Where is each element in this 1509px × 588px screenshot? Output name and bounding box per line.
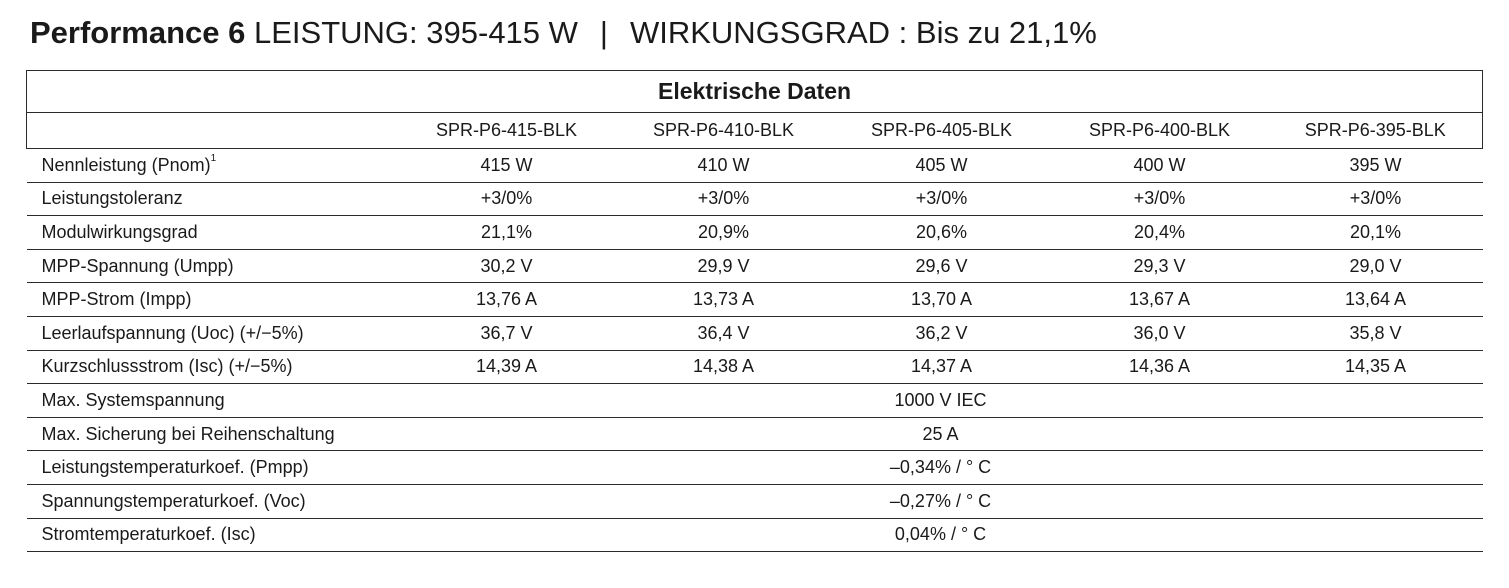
row-label: Stromtemperaturkoef. (Isc) — [26, 517, 399, 553]
electrical-data-table: Elektrische Daten SPR-P6-415-BLK SPR-P6-… — [25, 70, 1484, 553]
table-cell-shared: –0,27% / ° C — [398, 483, 1483, 519]
table-cell: 410 W — [614, 148, 833, 183]
table-cell: 20,9% — [614, 215, 833, 250]
table-row: Leerlaufspannung (Uoc) (+/−5%) 36,7 V 36… — [26, 315, 1483, 351]
table-cell: 13,70 A — [832, 282, 1051, 317]
table-row: Max. Systemspannung 1000 V IEC — [26, 383, 1483, 418]
row-label: Leistungstemperaturkoef. (Pmpp) — [26, 450, 399, 485]
table-cell: 415 W — [398, 148, 615, 183]
table-cell: +3/0% — [832, 181, 1051, 217]
table-cell-shared: 1000 V IEC — [398, 383, 1483, 418]
table-cell: 20,1% — [1268, 215, 1483, 250]
table-row: MPP-Strom (Impp) 13,76 A 13,73 A 13,70 A… — [26, 282, 1483, 317]
table-row: Nennleistung (Pnom)1 415 W 410 W 405 W 4… — [26, 148, 1483, 183]
column-header: SPR-P6-415-BLK — [398, 112, 615, 149]
table-cell: 14,39 A — [398, 349, 615, 385]
table-cell: 13,76 A — [398, 282, 615, 317]
table-row: Leistungstoleranz +3/0% +3/0% +3/0% +3/0… — [26, 181, 1483, 217]
header-empty-cell — [26, 112, 399, 149]
row-label: Kurzschlussstrom (Isc) (+/−5%) — [26, 349, 399, 385]
table-row: Max. Sicherung bei Reihenschaltung 25 A — [26, 416, 1483, 452]
table-row: Modulwirkungsgrad 21,1% 20,9% 20,6% 20,4… — [26, 215, 1483, 250]
table-row: Stromtemperaturkoef. (Isc) 0,04% / ° C — [26, 517, 1483, 553]
table-cell: 14,38 A — [614, 349, 833, 385]
row-label: Leistungstoleranz — [26, 181, 399, 217]
row-label: Nennleistung (Pnom)1 — [26, 148, 399, 183]
table-cell: +3/0% — [1050, 181, 1269, 217]
table-cell: 13,67 A — [1050, 282, 1269, 317]
table-cell-shared: 0,04% / ° C — [398, 517, 1483, 553]
table-cell: 35,8 V — [1268, 315, 1483, 351]
table-cell: 400 W — [1050, 148, 1269, 183]
table-cell: 20,4% — [1050, 215, 1269, 250]
table-cell: 36,7 V — [398, 315, 615, 351]
table-cell: 395 W — [1268, 148, 1483, 183]
row-label: MPP-Strom (Impp) — [26, 282, 399, 317]
table-cell: 30,2 V — [398, 248, 615, 284]
table-cell: 21,1% — [398, 215, 615, 250]
table-cell: 29,0 V — [1268, 248, 1483, 284]
heading-efficiency: WIRKUNGSGRAD : Bis zu 21,1% — [629, 15, 1097, 50]
row-label: Max. Sicherung bei Reihenschaltung — [26, 416, 399, 452]
row-label: MPP-Spannung (Umpp) — [26, 248, 399, 284]
heading-separator: | — [599, 15, 608, 50]
table-cell: 29,3 V — [1050, 248, 1269, 284]
table-cell: 29,6 V — [832, 248, 1051, 284]
table-row: Kurzschlussstrom (Isc) (+/−5%) 14,39 A 1… — [26, 349, 1483, 385]
table-cell: 29,9 V — [614, 248, 833, 284]
table-row: Leistungstemperaturkoef. (Pmpp) –0,34% /… — [26, 450, 1483, 485]
row-label: Modulwirkungsgrad — [26, 215, 399, 250]
table-cell-shared: –0,34% / ° C — [398, 450, 1483, 485]
page-heading: Performance 6 LEISTUNG: 395-415 W | WIRKUN… — [30, 12, 1097, 54]
table-title-row: Elektrische Daten — [25, 70, 1484, 113]
row-label: Leerlaufspannung (Uoc) (+/−5%) — [26, 315, 399, 351]
table-cell: +3/0% — [614, 181, 833, 217]
row-label: Spannungstemperaturkoef. (Voc) — [26, 483, 399, 519]
column-header: SPR-P6-410-BLK — [614, 112, 833, 149]
table-cell: 36,0 V — [1050, 315, 1269, 351]
table-cell: 20,6% — [832, 215, 1051, 250]
table-header-row: SPR-P6-415-BLK SPR-P6-410-BLK SPR-P6-405… — [26, 112, 1484, 149]
table-cell: 14,35 A — [1268, 349, 1483, 385]
table-cell: +3/0% — [398, 181, 615, 217]
table-cell: 36,4 V — [614, 315, 833, 351]
table-row: Spannungstemperaturkoef. (Voc) –0,27% / … — [26, 483, 1483, 519]
table-row: MPP-Spannung (Umpp) 30,2 V 29,9 V 29,6 V… — [26, 248, 1483, 284]
column-header: SPR-P6-405-BLK — [832, 112, 1051, 149]
column-header: SPR-P6-400-BLK — [1050, 112, 1269, 149]
table-cell: 14,37 A — [832, 349, 1051, 385]
table-cell: 13,64 A — [1268, 282, 1483, 317]
table-cell-shared: 25 A — [398, 416, 1483, 452]
row-label: Max. Systemspannung — [26, 383, 399, 418]
table-title: Elektrische Daten — [25, 70, 1484, 113]
column-header: SPR-P6-395-BLK — [1268, 112, 1484, 149]
table-cell: 36,2 V — [832, 315, 1051, 351]
heading-power: LEISTUNG: 395-415 W — [254, 15, 578, 50]
table-cell: 14,36 A — [1050, 349, 1269, 385]
footnote-marker: 1 — [210, 152, 217, 164]
table-cell: 405 W — [832, 148, 1051, 183]
heading-model: Performance 6 — [30, 15, 246, 50]
table-cell: 13,73 A — [614, 282, 833, 317]
table-cell: +3/0% — [1268, 181, 1483, 217]
